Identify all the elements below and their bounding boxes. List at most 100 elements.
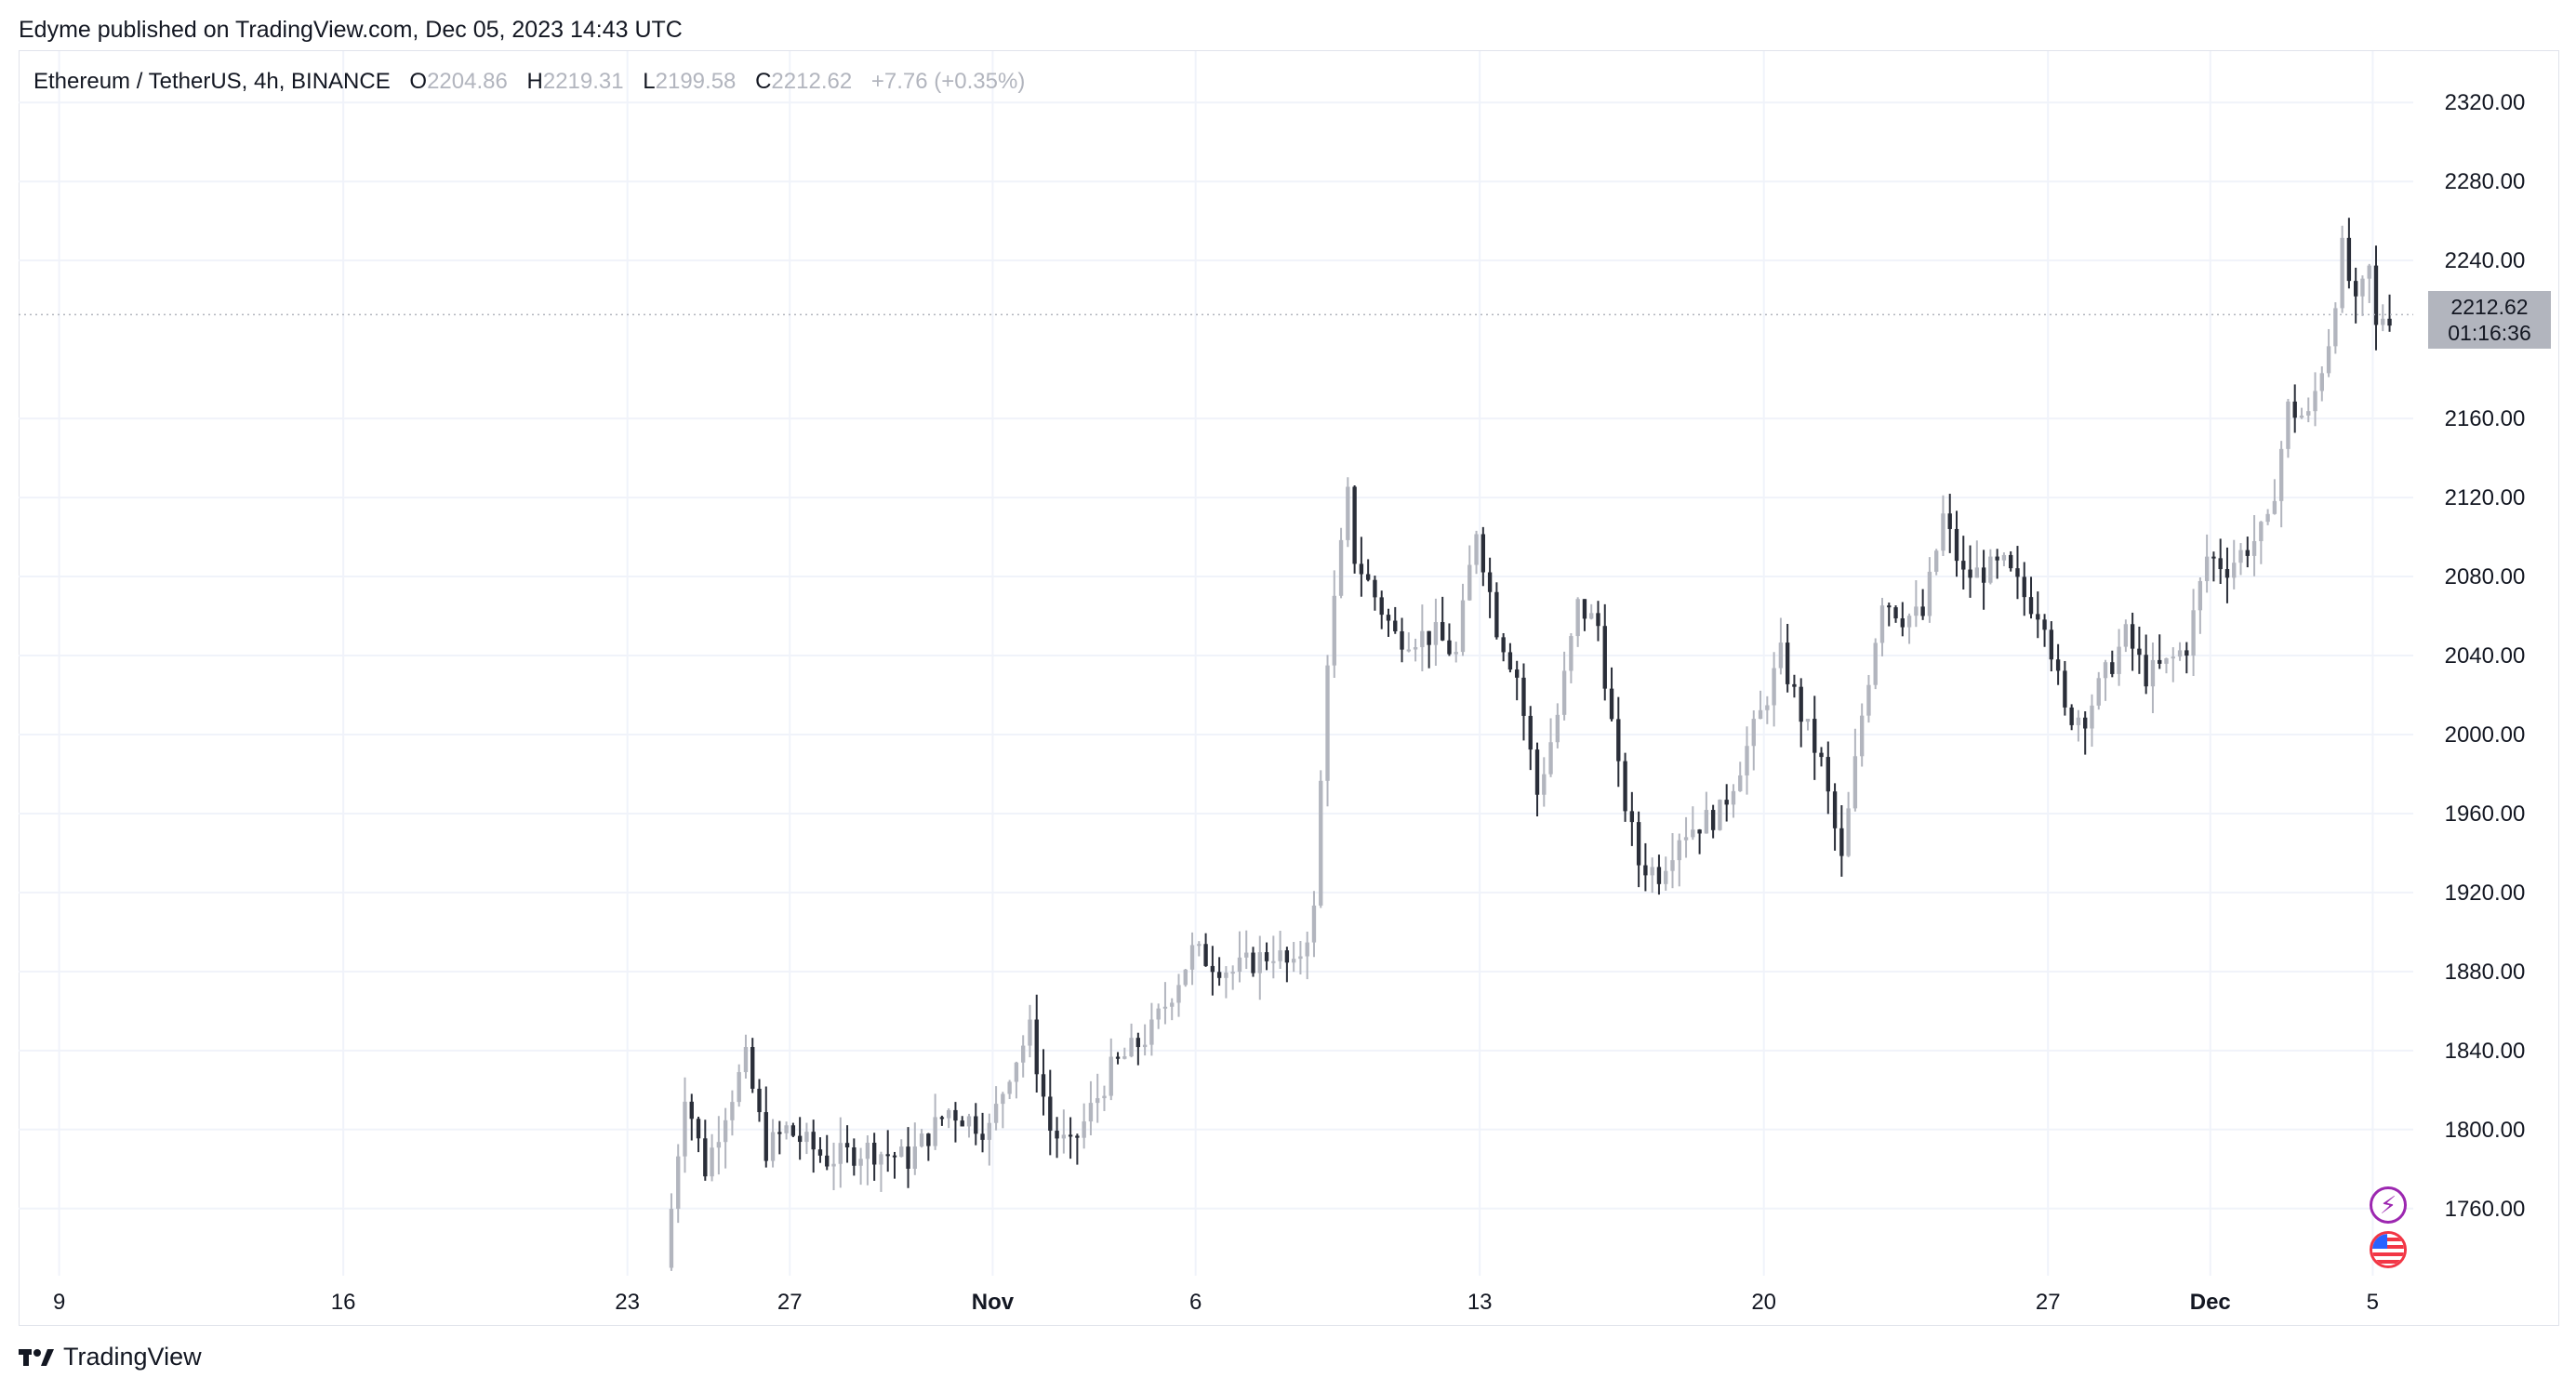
candle-body (1954, 528, 1959, 562)
candle-body (696, 1119, 701, 1139)
candle-body (993, 1104, 999, 1123)
candle-body (2055, 659, 2061, 671)
candle-body (1311, 905, 1317, 943)
candle-body (730, 1102, 735, 1120)
candle-body (946, 1109, 951, 1119)
candle-body (1189, 945, 1195, 970)
candle-body (683, 1101, 687, 1157)
chart-frame (19, 50, 2559, 1326)
candle-body (1007, 1081, 1012, 1094)
candle-body (1792, 683, 1797, 687)
candle-body (1440, 622, 1445, 641)
candle-body (1481, 534, 1486, 573)
candle-body (1197, 944, 1202, 947)
candle-body (1244, 952, 1249, 958)
candle-body (1697, 829, 1702, 834)
candle-body (2340, 237, 2344, 309)
candle-body (2313, 391, 2317, 412)
candle-body (2360, 278, 2365, 297)
candle-body (2265, 513, 2270, 523)
candle-body (2218, 558, 2223, 570)
candle-body (2164, 658, 2169, 664)
time-tick-label: 13 (1467, 1290, 1493, 1315)
candle-body (1561, 670, 1567, 715)
candle-body (1981, 567, 1986, 583)
candle-body (885, 1154, 890, 1157)
candle-body (1765, 705, 1770, 710)
candle-body (757, 1088, 762, 1113)
candle-body (1048, 1096, 1053, 1132)
candle-body (1162, 1006, 1168, 1009)
candle-body (2211, 556, 2216, 559)
close-label: C (755, 69, 772, 94)
candle-body (817, 1149, 823, 1156)
candle-body (1420, 630, 1425, 648)
candle-body (1501, 637, 1506, 653)
candle-body (919, 1133, 924, 1147)
candle-body (1210, 965, 1215, 973)
candle-body (1745, 746, 1749, 775)
candle-body (2117, 646, 2121, 674)
candle-body (2373, 265, 2379, 325)
candle-body (974, 1116, 978, 1134)
candle-body (2130, 624, 2135, 649)
candle-body (1636, 822, 1641, 866)
price-axis[interactable]: 1760.00 1800.00 1840.00 1880.00 1920.00 1960.… (2445, 90, 2526, 1222)
candle-body (1670, 860, 1675, 871)
candle-body (939, 1117, 945, 1119)
candle-body (1589, 613, 1594, 619)
candle-body (1075, 1135, 1080, 1138)
candle-body (2015, 568, 2020, 577)
candle-body (1149, 1019, 1154, 1045)
candle-body (933, 1117, 937, 1146)
candle-body (2245, 550, 2250, 556)
candle-body (2333, 308, 2338, 347)
candle-body (1082, 1121, 1086, 1138)
candle-body (1352, 486, 1357, 564)
candle-body (2326, 346, 2331, 374)
us-flag-icon[interactable] (2370, 1231, 2407, 1268)
price-tick-label: 2080.00 (2445, 564, 2526, 590)
open-value: 2204.86 (427, 69, 508, 94)
candle-body (1718, 800, 1722, 830)
candle-body (2137, 648, 2142, 656)
candle-body (1386, 615, 1391, 621)
candle-body (2069, 707, 2074, 725)
candle-body (2238, 550, 2243, 563)
candle-body (1887, 605, 1892, 608)
candle-body (1142, 1044, 1148, 1048)
candle-body (2232, 563, 2237, 578)
symbol-name[interactable]: Ethereum / TetherUS, 4h, BINANCE (33, 69, 391, 94)
candle-body (1494, 591, 1499, 638)
time-axis[interactable]: 9 16 23 27 Nov 6 13 20 27 Dec 5 (53, 1290, 2379, 1315)
candle-body (716, 1142, 722, 1148)
candle-body (1102, 1095, 1107, 1099)
lightning-icon[interactable]: ⚡ (2370, 1186, 2407, 1224)
candle-body (980, 1133, 985, 1140)
candle-body (1920, 606, 1925, 616)
candle-body (1914, 606, 1919, 616)
candle-body (1291, 959, 1296, 963)
candle-body (1129, 1038, 1134, 1057)
price-tick-label: 2040.00 (2445, 643, 2526, 669)
candle-body (1365, 574, 1371, 580)
candle-body (1176, 985, 1181, 1003)
candle-body (844, 1143, 850, 1148)
candle-body (1028, 1019, 1032, 1046)
candle-body (1859, 715, 1865, 757)
price-tick-label: 1800.00 (2445, 1118, 2526, 1143)
candle-body (790, 1125, 796, 1136)
candle-body (1650, 867, 1654, 876)
candle-body (1812, 719, 1817, 753)
candle-body (1623, 761, 1627, 812)
candle-body (1616, 719, 1621, 762)
candle-body (2049, 629, 2054, 660)
footer-brand[interactable]: TradingView (19, 1343, 202, 1371)
price-tick-label: 1840.00 (2445, 1039, 2526, 1064)
candle-body (1346, 486, 1350, 540)
candle-body (2083, 717, 2088, 729)
candle-body (1170, 1002, 1175, 1007)
candle-body (1555, 714, 1560, 743)
candle-body (1832, 791, 1838, 828)
